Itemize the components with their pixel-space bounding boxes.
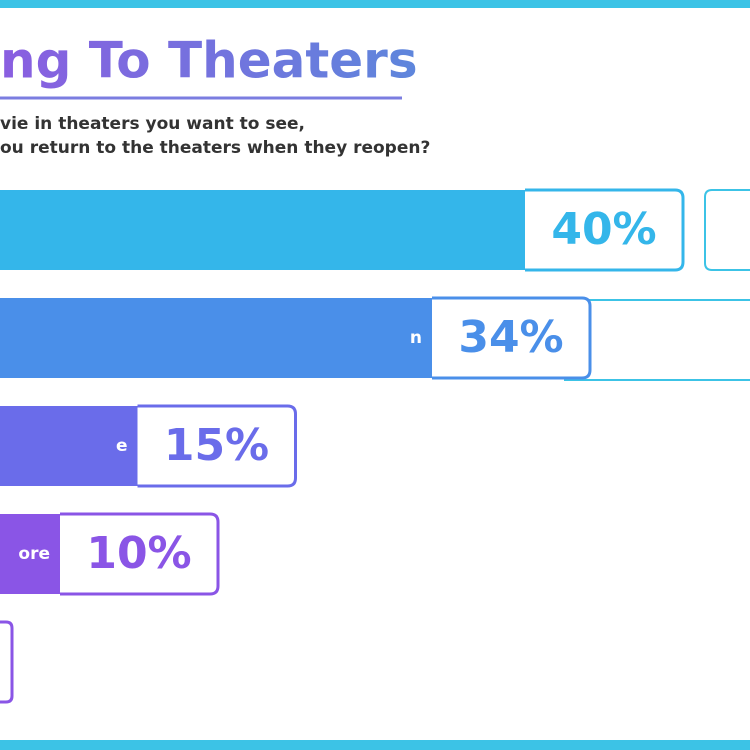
subtitle: ou return to the theaters when they reop… [0, 138, 430, 158]
bar [0, 190, 525, 270]
value-label: 40% [551, 204, 656, 255]
top-border [0, 0, 750, 8]
subtitle: vie in theaters you want to see, [0, 114, 305, 134]
value-label: 15% [164, 420, 269, 471]
value-box [137, 404, 297, 488]
category-label: ore [18, 544, 50, 564]
category-label: e [116, 436, 128, 456]
decor-box [704, 189, 750, 271]
bar [0, 514, 60, 594]
value-box [0, 620, 14, 704]
chart-title: ng To Theaters [0, 32, 418, 90]
bar [0, 406, 138, 486]
decor-box [564, 299, 750, 381]
value-label: 34% [458, 312, 563, 363]
bar [0, 298, 432, 378]
category-label: n [410, 328, 422, 348]
value-box [60, 512, 220, 596]
value-box [432, 296, 592, 380]
bottom-border [0, 740, 750, 750]
value-label: 10% [86, 528, 191, 579]
value-box [525, 188, 685, 272]
